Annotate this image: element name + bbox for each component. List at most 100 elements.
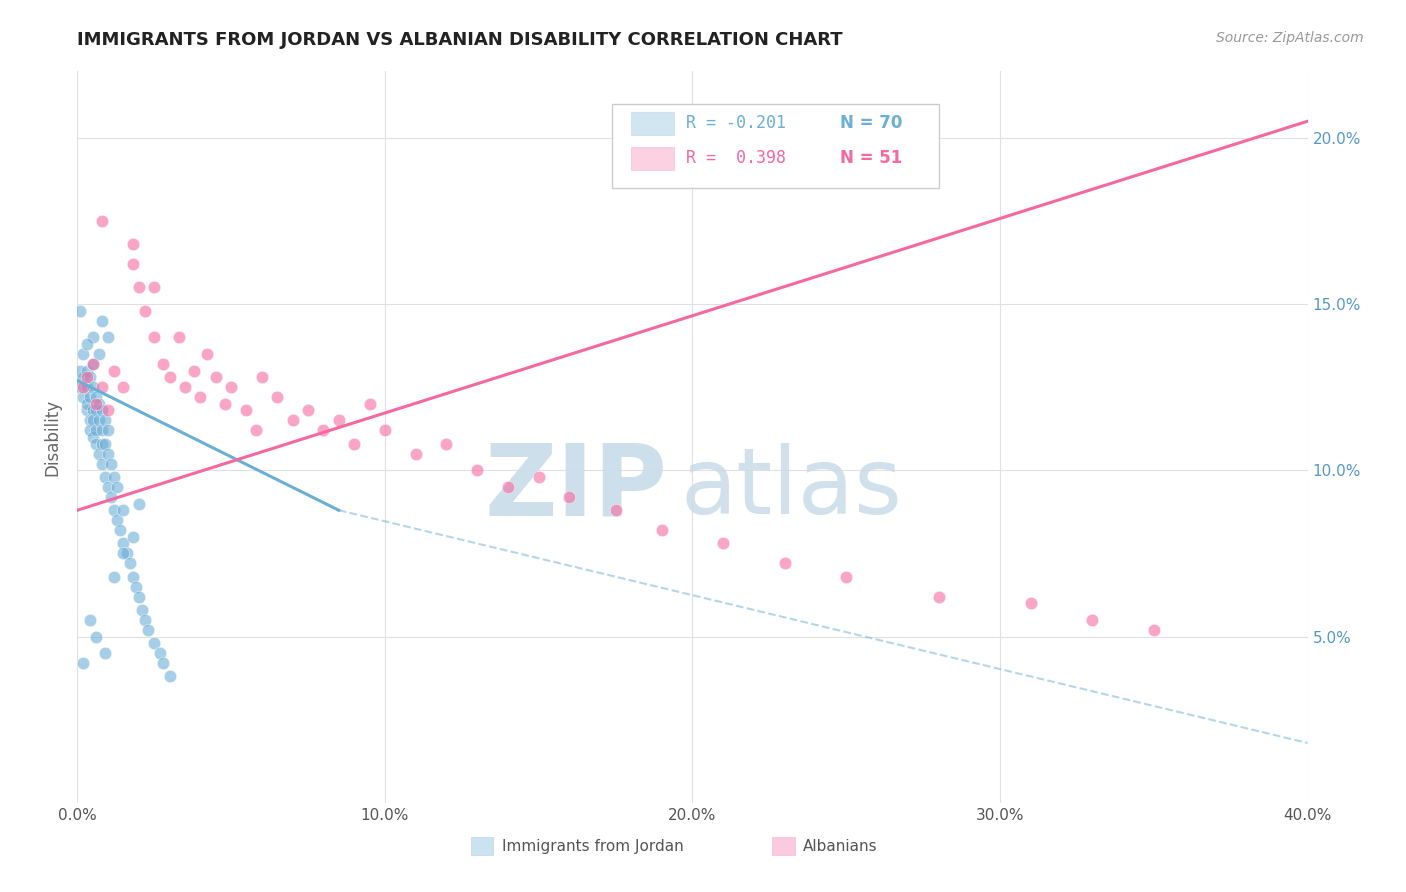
Text: R =  0.398: R = 0.398 <box>686 149 786 168</box>
Point <box>1143 623 1166 637</box>
Point <box>131 603 153 617</box>
Point <box>250 370 273 384</box>
Point <box>79 370 101 384</box>
Point <box>188 390 212 404</box>
Point <box>112 503 135 517</box>
Point <box>128 497 150 511</box>
Point <box>76 363 98 377</box>
Point <box>136 623 159 637</box>
Text: N = 51: N = 51 <box>841 149 903 168</box>
Point <box>121 257 143 271</box>
Point <box>105 513 128 527</box>
Point <box>436 436 458 450</box>
Point <box>97 330 120 344</box>
Point <box>134 613 156 627</box>
Point <box>84 397 107 411</box>
Point <box>97 403 120 417</box>
Text: Albanians: Albanians <box>803 839 877 855</box>
Text: R = -0.201: R = -0.201 <box>686 114 786 132</box>
FancyBboxPatch shape <box>613 104 939 188</box>
Point <box>143 636 166 650</box>
Point <box>159 669 181 683</box>
Point <box>125 580 148 594</box>
Point <box>103 470 125 484</box>
Point <box>90 457 114 471</box>
Point <box>69 363 91 377</box>
Point <box>69 380 91 394</box>
Point <box>118 557 141 571</box>
Point <box>167 330 190 344</box>
Point <box>79 613 101 627</box>
Point <box>112 546 135 560</box>
Point <box>174 380 197 394</box>
Point <box>245 424 267 438</box>
Point <box>72 380 94 394</box>
Point <box>112 536 135 550</box>
Point <box>72 370 94 384</box>
Point <box>103 363 125 377</box>
Point <box>152 656 174 670</box>
Point <box>110 523 132 537</box>
Text: ZIP: ZIP <box>485 440 668 537</box>
Text: Source: ZipAtlas.com: Source: ZipAtlas.com <box>1216 31 1364 45</box>
Point <box>128 280 150 294</box>
Point <box>359 397 381 411</box>
Point <box>235 403 257 417</box>
Point <box>84 424 107 438</box>
Point <box>94 470 117 484</box>
Point <box>87 447 110 461</box>
Point <box>94 413 117 427</box>
Point <box>1019 596 1042 610</box>
Point <box>90 214 114 228</box>
Point <box>100 457 122 471</box>
Text: Immigrants from Jordan: Immigrants from Jordan <box>502 839 683 855</box>
Point <box>183 363 205 377</box>
FancyBboxPatch shape <box>471 838 494 855</box>
Point <box>90 403 114 417</box>
Point <box>465 463 488 477</box>
Point <box>97 480 120 494</box>
Point <box>103 570 125 584</box>
Point <box>103 503 125 517</box>
Point <box>90 424 114 438</box>
Point <box>281 413 304 427</box>
Point <box>82 357 104 371</box>
Point <box>72 347 94 361</box>
Point <box>121 237 143 252</box>
Point <box>79 390 101 404</box>
Point <box>90 314 114 328</box>
Point <box>76 380 98 394</box>
Point <box>651 523 673 537</box>
Point <box>835 570 858 584</box>
Point <box>72 656 94 670</box>
Point <box>82 430 104 444</box>
Point <box>90 380 114 394</box>
Point <box>84 630 107 644</box>
Point <box>605 503 627 517</box>
Point <box>143 330 166 344</box>
Point <box>84 436 107 450</box>
Point <box>76 403 98 417</box>
Point <box>82 330 104 344</box>
FancyBboxPatch shape <box>631 146 673 170</box>
Point <box>82 403 104 417</box>
Point <box>82 357 104 371</box>
Point <box>84 403 107 417</box>
Point <box>82 413 104 427</box>
Point <box>558 490 581 504</box>
Point <box>1081 613 1104 627</box>
Point <box>69 303 91 318</box>
Text: IMMIGRANTS FROM JORDAN VS ALBANIAN DISABILITY CORRELATION CHART: IMMIGRANTS FROM JORDAN VS ALBANIAN DISAB… <box>77 31 844 49</box>
Point <box>195 347 218 361</box>
Text: atlas: atlas <box>681 443 903 533</box>
Point <box>773 557 796 571</box>
Point <box>121 570 143 584</box>
Point <box>405 447 427 461</box>
Point <box>928 590 950 604</box>
Point <box>134 303 156 318</box>
Text: N = 70: N = 70 <box>841 114 903 132</box>
Point <box>94 436 117 450</box>
Point <box>76 397 98 411</box>
Point <box>266 390 288 404</box>
Point <box>297 403 319 417</box>
